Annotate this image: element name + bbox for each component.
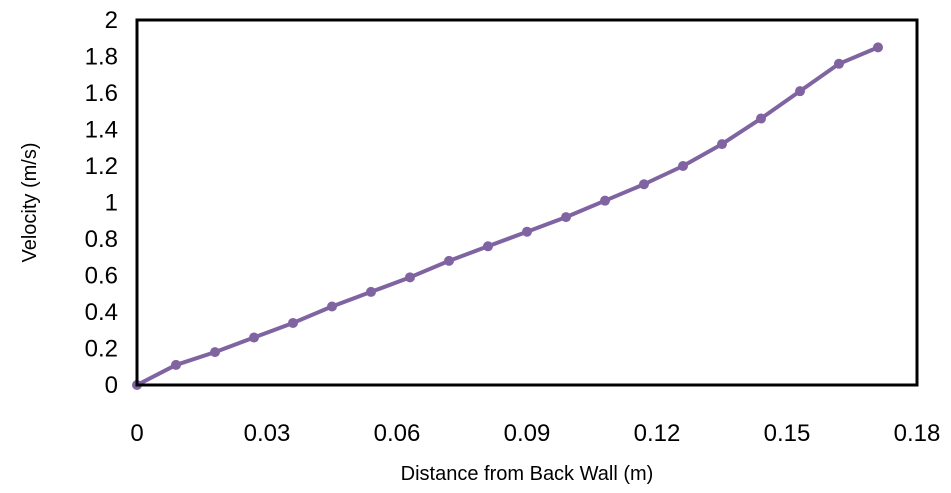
data-point xyxy=(366,286,376,297)
y-tick-label: 1 xyxy=(105,190,118,217)
data-point xyxy=(249,332,259,343)
x-axis-ticks: 0 0.03 0.06 0.09 0.12 0.15 0.18 xyxy=(130,420,940,447)
y-tick-label: 2 xyxy=(105,7,118,34)
y-axis-ticks: 0 0.2 0.4 0.6 0.8 1 1.2 1.4 1.6 1.8 2 xyxy=(85,7,118,399)
x-tick-label: 0.03 xyxy=(244,420,291,447)
data-point xyxy=(171,359,181,370)
data-point xyxy=(795,86,805,97)
x-axis-title: Distance from Back Wall (m) xyxy=(401,463,654,485)
data-point xyxy=(444,255,454,266)
x-tick-label: 0.09 xyxy=(504,420,551,447)
data-point xyxy=(873,42,883,53)
y-tick-label: 0.8 xyxy=(85,226,118,253)
x-tick-label: 0.12 xyxy=(634,420,681,447)
plot-area-frame xyxy=(135,18,919,387)
y-tick-label: 1.8 xyxy=(85,44,118,71)
y-tick-label: 0.4 xyxy=(85,299,118,326)
data-point xyxy=(210,347,220,358)
y-tick-label: 0.2 xyxy=(85,336,118,363)
y-tick-label: 1.2 xyxy=(85,153,118,180)
y-tick-label: 1.4 xyxy=(85,117,118,144)
y-tick-label: 0 xyxy=(105,372,118,399)
chart-marks xyxy=(132,42,883,390)
data-point xyxy=(717,139,727,150)
data-point xyxy=(561,212,571,223)
x-tick-label: 0.15 xyxy=(764,420,811,447)
y-tick-label: 0.6 xyxy=(85,263,118,290)
data-point xyxy=(600,195,610,206)
y-tick-label: 1.6 xyxy=(85,80,118,107)
data-point xyxy=(522,226,532,237)
data-point xyxy=(288,317,298,328)
data-point xyxy=(483,241,493,252)
data-point xyxy=(756,113,766,124)
data-point xyxy=(678,161,688,171)
data-point xyxy=(834,58,844,69)
series-line xyxy=(136,45,879,387)
x-tick-label: 0.06 xyxy=(374,420,421,447)
x-tick-label: 0 xyxy=(130,420,143,447)
data-point xyxy=(639,179,649,190)
x-tick-label: 0.18 xyxy=(894,420,941,447)
data-point xyxy=(405,272,415,283)
data-point xyxy=(327,301,337,312)
y-axis-title: Velocity (m/s) xyxy=(19,142,41,262)
